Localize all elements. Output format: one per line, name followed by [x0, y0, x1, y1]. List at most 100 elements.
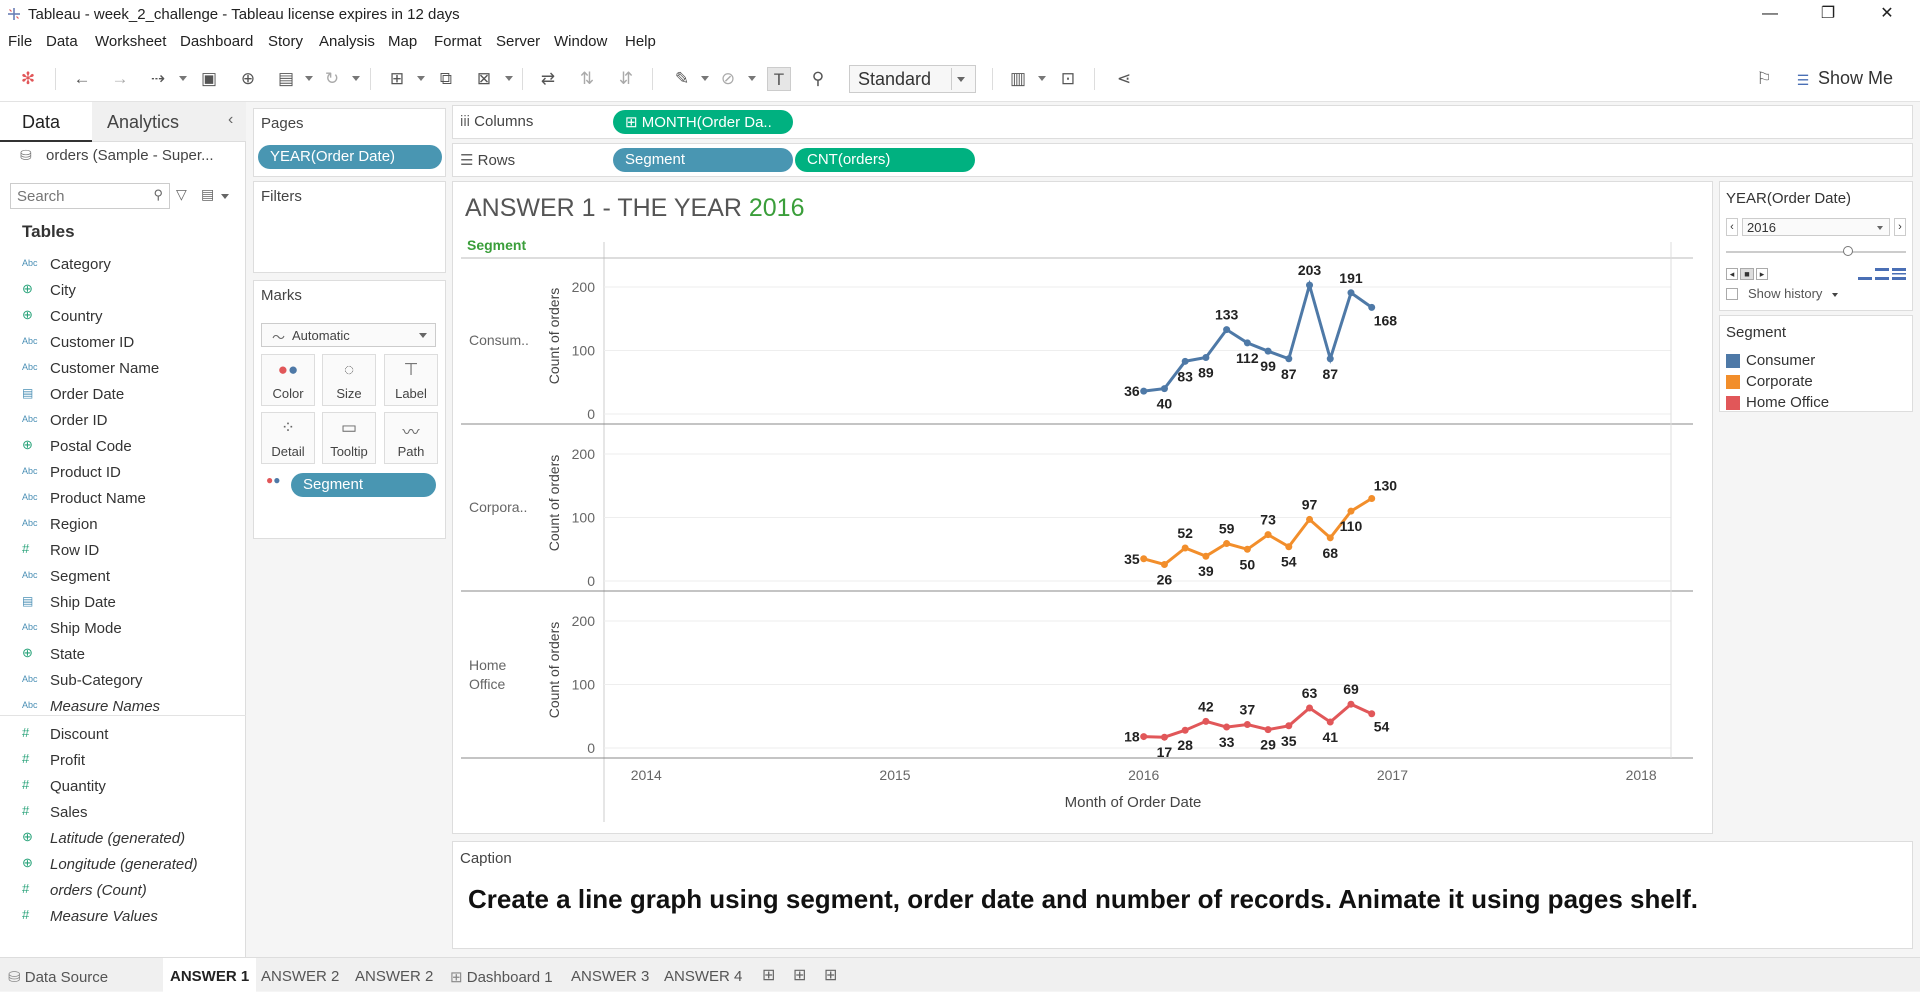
- page-select[interactable]: 2016: [1742, 218, 1890, 236]
- tab-dashboard-1[interactable]: ⊞ Dashboard 1: [450, 958, 553, 992]
- swap-rows-columns-icon[interactable]: ⇄: [540, 69, 556, 88]
- field-item[interactable]: Abc Segment: [0, 564, 246, 590]
- field-item[interactable]: Abc Sub-Category: [0, 668, 246, 694]
- field-item[interactable]: ⊕ Latitude (generated): [0, 826, 246, 852]
- group-members-icon[interactable]: ⊘: [720, 69, 736, 88]
- presentation-mode-icon[interactable]: ⊡: [1060, 69, 1076, 88]
- datasource-name[interactable]: orders (Sample - Super...: [46, 147, 214, 164]
- group-dropdown-icon[interactable]: [748, 76, 756, 81]
- field-item[interactable]: # Sales: [0, 800, 246, 826]
- field-item[interactable]: # Quantity: [0, 774, 246, 800]
- play-icon[interactable]: ▸: [1756, 268, 1768, 280]
- sort-ascending-icon[interactable]: ⇅: [579, 69, 595, 88]
- menu-window[interactable]: Window: [554, 33, 608, 50]
- new-story-tab-icon[interactable]: ⊞: [824, 967, 838, 984]
- tab-answer-3[interactable]: ANSWER 3: [571, 968, 650, 985]
- data-guide-icon[interactable]: ⚐: [1756, 69, 1772, 88]
- prev-page-icon[interactable]: ‹: [1726, 218, 1738, 236]
- marks-color-button[interactable]: ●● Color: [261, 354, 315, 406]
- field-item[interactable]: ⊕ Longitude (generated): [0, 852, 246, 878]
- menu-help[interactable]: Help: [625, 33, 656, 50]
- line-chart[interactable]: 0 100 200 Count of orders 0 100 200 Count of or…: [453, 182, 1714, 835]
- filter-icon[interactable]: ▽: [176, 186, 187, 202]
- rows-count-pill[interactable]: CNT(orders): [795, 148, 975, 172]
- field-item[interactable]: Abc Customer Name: [0, 356, 246, 382]
- field-item[interactable]: Abc Region: [0, 512, 246, 538]
- tab-answer-2b[interactable]: ANSWER 2: [355, 968, 434, 985]
- mark-type-select[interactable]: 〜 Automatic: [261, 323, 436, 347]
- field-item[interactable]: # Measure Values: [0, 904, 246, 930]
- menu-dashboard[interactable]: Dashboard: [180, 33, 254, 50]
- pause-updates-icon[interactable]: ▤: [277, 69, 295, 88]
- collapse-pane-icon[interactable]: ‹: [228, 111, 234, 128]
- refresh-icon[interactable]: ↻: [324, 69, 340, 88]
- tab-answer-4[interactable]: ANSWER 4: [664, 968, 743, 985]
- field-item[interactable]: # Profit: [0, 748, 246, 774]
- search-input[interactable]: [17, 185, 147, 207]
- view-size-dropdown[interactable]: [951, 68, 971, 90]
- menu-data[interactable]: Data: [46, 33, 78, 50]
- menu-worksheet[interactable]: Worksheet: [95, 33, 167, 50]
- pause-dropdown-icon[interactable]: [305, 76, 313, 81]
- filters-shelf[interactable]: Filters: [253, 181, 446, 273]
- field-item[interactable]: Abc Product ID: [0, 460, 246, 486]
- page-slider-thumb[interactable]: [1843, 246, 1853, 256]
- menu-analysis[interactable]: Analysis: [319, 33, 375, 50]
- clear-dropdown-icon[interactable]: [505, 76, 513, 81]
- field-item[interactable]: ▤ Ship Date: [0, 590, 246, 616]
- replay-dropdown-icon[interactable]: [179, 76, 187, 81]
- show-history-checkbox[interactable]: [1726, 288, 1738, 300]
- tab-data-source[interactable]: ⛁ Data Source: [8, 958, 108, 992]
- tab-analytics[interactable]: [92, 102, 246, 142]
- highlight-dropdown-icon[interactable]: [701, 76, 709, 81]
- menu-file[interactable]: File: [8, 33, 33, 50]
- field-item[interactable]: # Row ID: [0, 538, 246, 564]
- speed-slow-icon[interactable]: [1858, 268, 1872, 280]
- pages-pill[interactable]: YEAR(Order Date): [258, 145, 442, 169]
- fix-axes-icon[interactable]: ⚲: [811, 69, 825, 88]
- step-back-icon[interactable]: ◂: [1726, 268, 1738, 280]
- share-icon[interactable]: ⋖: [1116, 69, 1132, 88]
- clear-sheet-icon[interactable]: ⊠: [476, 69, 492, 88]
- chevron-down-icon[interactable]: [221, 194, 229, 199]
- stop-icon[interactable]: ■: [1740, 268, 1754, 280]
- menu-map[interactable]: Map: [388, 33, 418, 50]
- field-item[interactable]: # Discount: [0, 722, 246, 748]
- tableau-home-icon[interactable]: ✻: [20, 69, 36, 88]
- tab-answer-2[interactable]: ANSWER 2: [261, 968, 340, 985]
- marks-tooltip-button[interactable]: ▭ Tooltip: [322, 412, 376, 464]
- rows-segment-pill[interactable]: Segment: [613, 148, 793, 172]
- speed-medium-icon[interactable]: [1875, 268, 1889, 280]
- menu-story[interactable]: Story: [268, 33, 304, 50]
- new-dashboard-tab-icon[interactable]: ⊞: [793, 967, 807, 984]
- speed-fast-icon[interactable]: [1892, 268, 1906, 280]
- refresh-dropdown-icon[interactable]: [352, 76, 360, 81]
- new-datasource-icon[interactable]: ⊕: [240, 69, 256, 88]
- field-item[interactable]: ⊕ State: [0, 642, 246, 668]
- menu-format[interactable]: Format: [434, 33, 482, 50]
- tab-answer-1[interactable]: ANSWER 1: [163, 958, 257, 992]
- marks-size-button[interactable]: ◌ Size: [322, 354, 376, 406]
- field-item[interactable]: # orders (Count): [0, 878, 246, 904]
- marks-label-button[interactable]: ⊤ Label: [384, 354, 438, 406]
- search-box[interactable]: ⚲: [10, 183, 170, 209]
- field-item[interactable]: Abc Order ID: [0, 408, 246, 434]
- maximize-button[interactable]: ❐: [1820, 5, 1836, 22]
- new-sheet-dropdown-icon[interactable]: [417, 76, 425, 81]
- replay-icon[interactable]: ⇢: [150, 69, 166, 88]
- highlight-icon[interactable]: ✎: [674, 69, 690, 88]
- next-page-icon[interactable]: ›: [1894, 218, 1906, 236]
- menu-server[interactable]: Server: [496, 33, 541, 50]
- field-item[interactable]: Abc Ship Mode: [0, 616, 246, 642]
- field-item[interactable]: ▤ Order Date: [0, 382, 246, 408]
- show-me-button[interactable]: Show Me: [1818, 68, 1894, 88]
- sort-descending-icon[interactable]: ⇵: [618, 69, 634, 88]
- redo-icon[interactable]: →: [111, 69, 129, 88]
- close-button[interactable]: ✕: [1880, 5, 1894, 22]
- field-item[interactable]: ⊕ Country: [0, 304, 246, 330]
- undo-icon[interactable]: ←: [73, 69, 91, 88]
- minimize-button[interactable]: —: [1762, 5, 1778, 22]
- view-size-select[interactable]: Standard: [849, 65, 976, 93]
- view-options-icon[interactable]: ▤: [201, 186, 215, 202]
- show-mark-labels-icon[interactable]: T: [767, 67, 791, 91]
